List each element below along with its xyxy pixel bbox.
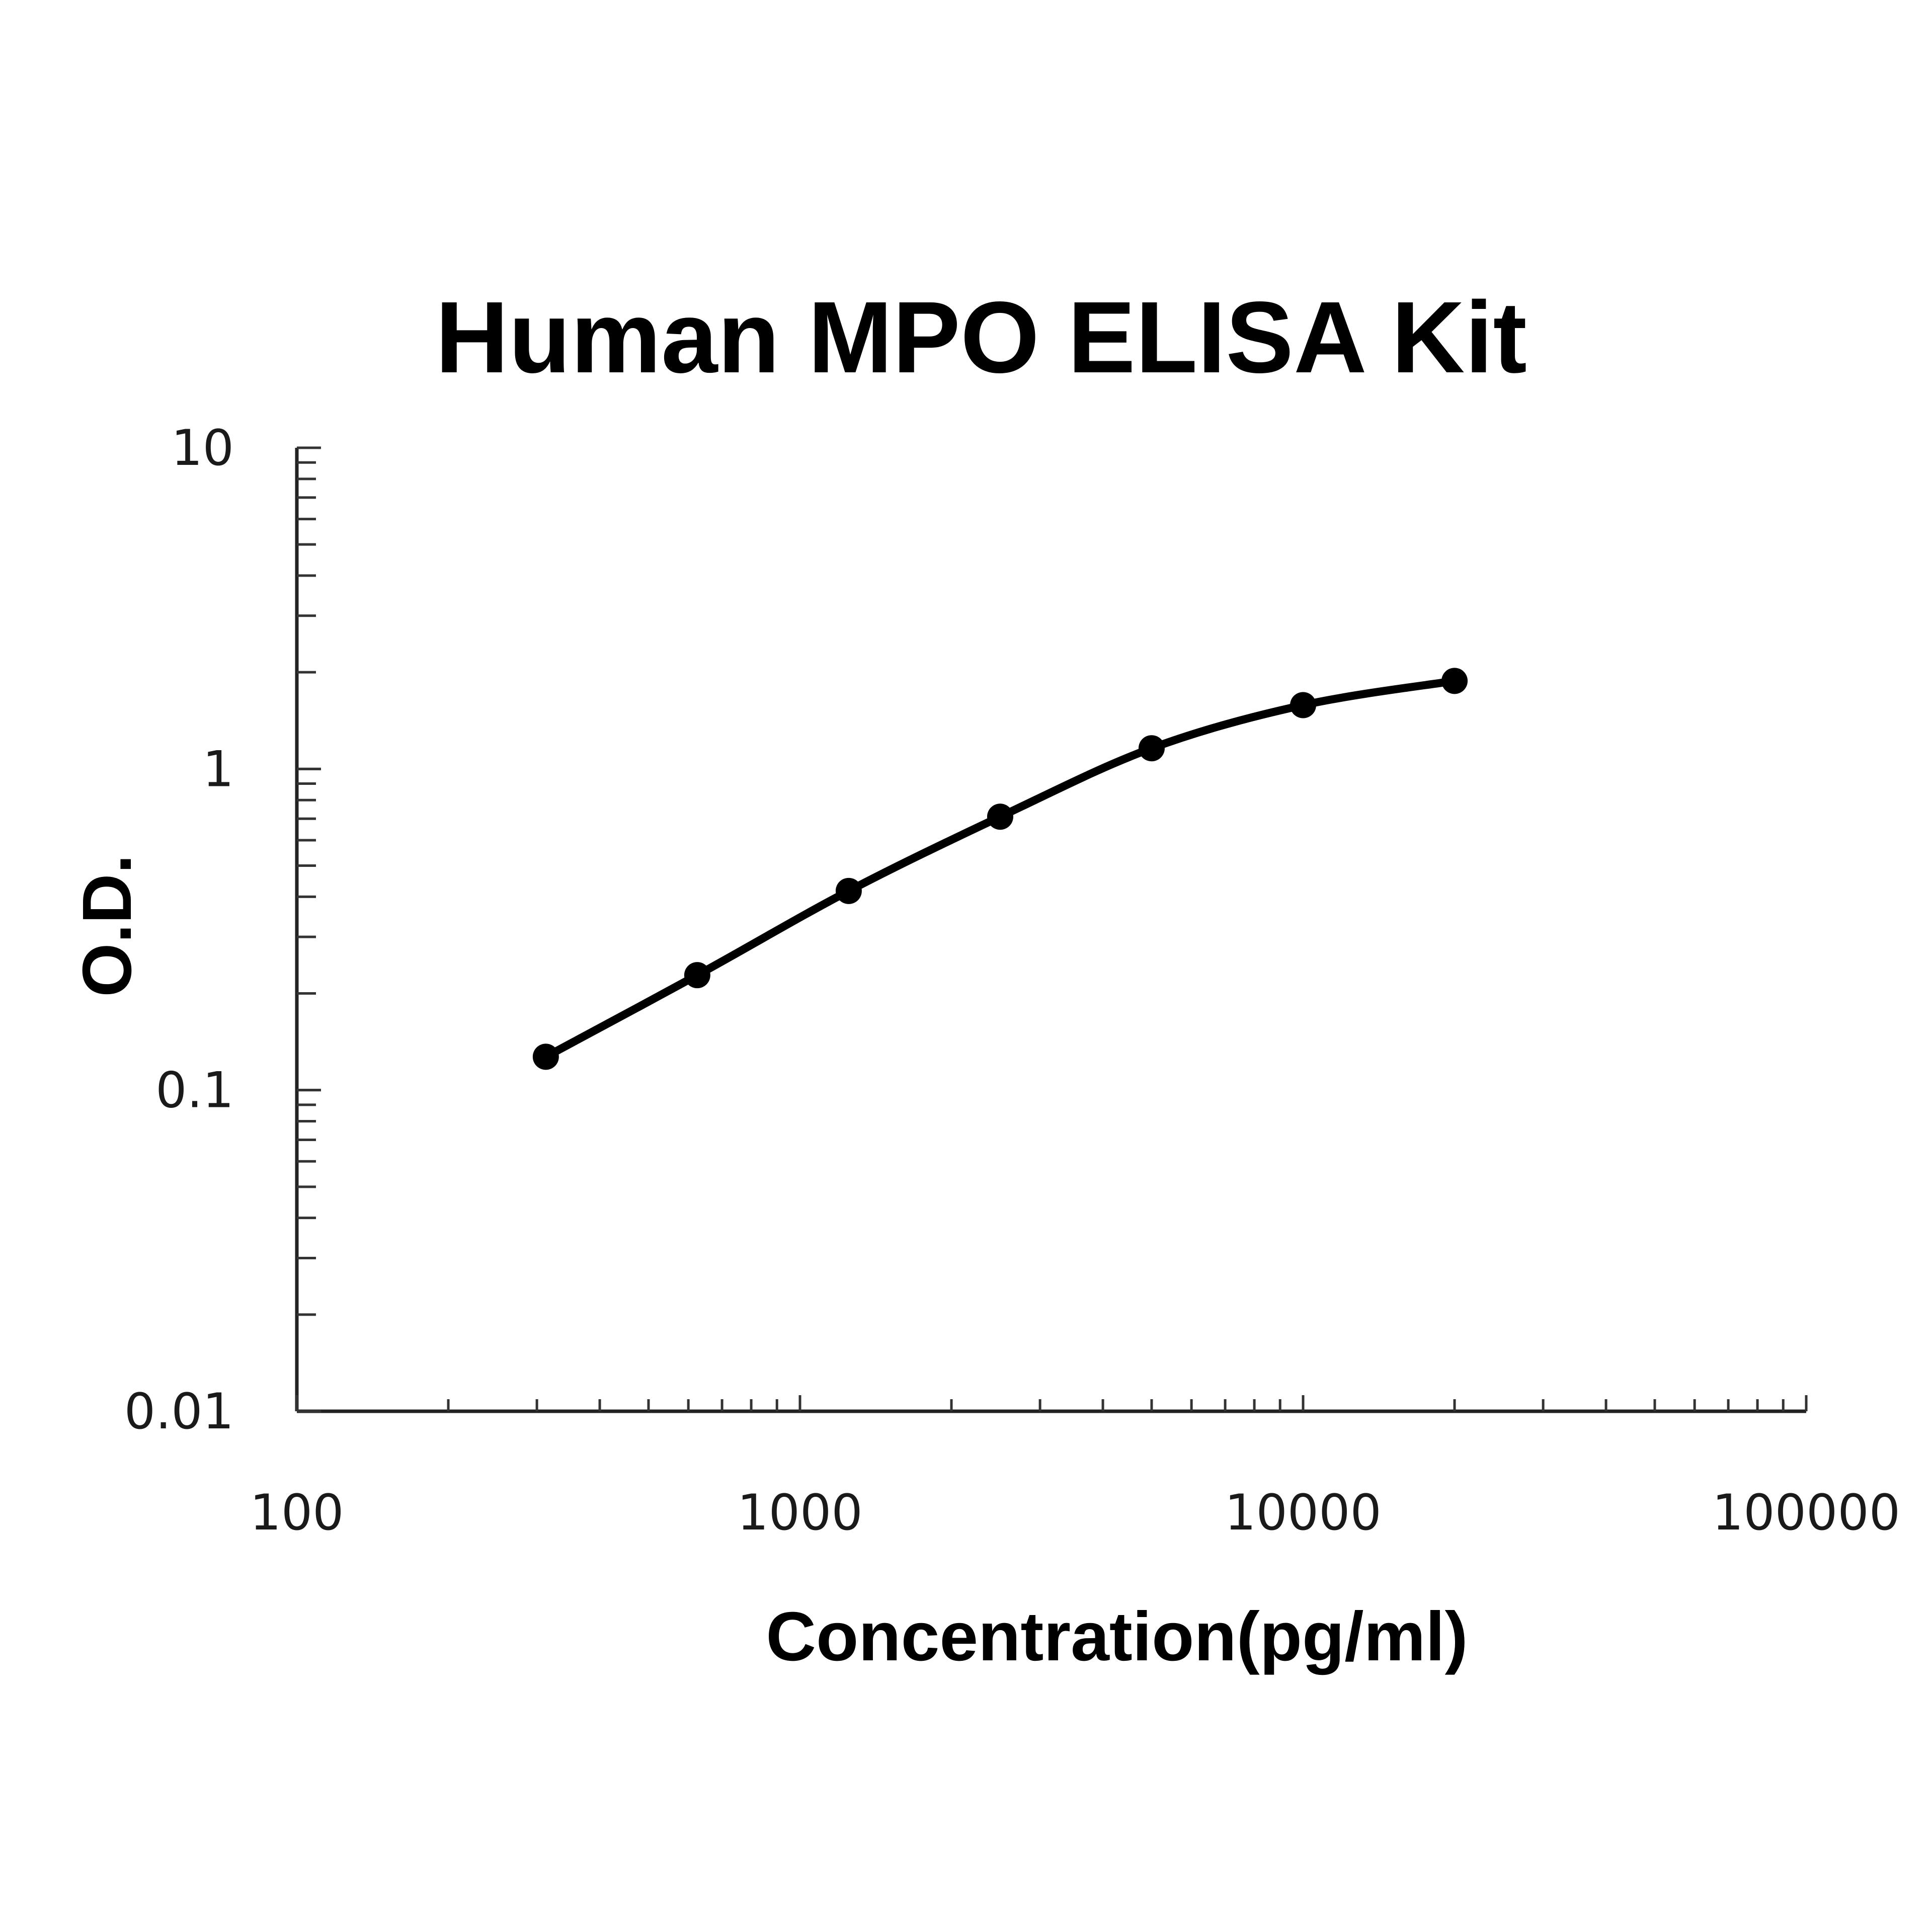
series-layer xyxy=(532,668,1468,1070)
data-point xyxy=(1290,692,1316,718)
x-tick-label: 100 xyxy=(250,1484,344,1542)
y-axis-label: O.D. xyxy=(68,854,146,997)
y-tick-label: 0.01 xyxy=(124,1383,234,1440)
data-point xyxy=(987,803,1013,830)
data-point xyxy=(684,962,710,989)
y-tick-label: 1 xyxy=(203,741,234,798)
data-point xyxy=(532,1043,559,1070)
x-axis-label: Concentration(pg/ml) xyxy=(766,1598,1468,1675)
data-point xyxy=(835,877,862,904)
x-tick-label: 10000 xyxy=(1225,1484,1382,1542)
x-axis-ticks: 100 1000 10000 100000 xyxy=(250,1395,1900,1542)
data-point xyxy=(1138,735,1165,762)
data-point xyxy=(1441,668,1468,694)
x-tick-label: 1000 xyxy=(737,1484,862,1542)
x-tick-label: 100000 xyxy=(1712,1484,1900,1542)
y-axis-ticks: 10 1 0.1 0.01 xyxy=(124,420,321,1440)
y-tick-label: 10 xyxy=(171,420,234,477)
series-line xyxy=(541,677,1459,1061)
y-tick-label: 0.1 xyxy=(155,1062,234,1119)
plot-axes xyxy=(295,448,1806,1413)
chart-title: Human MPO ELISA Kit xyxy=(435,280,1527,394)
